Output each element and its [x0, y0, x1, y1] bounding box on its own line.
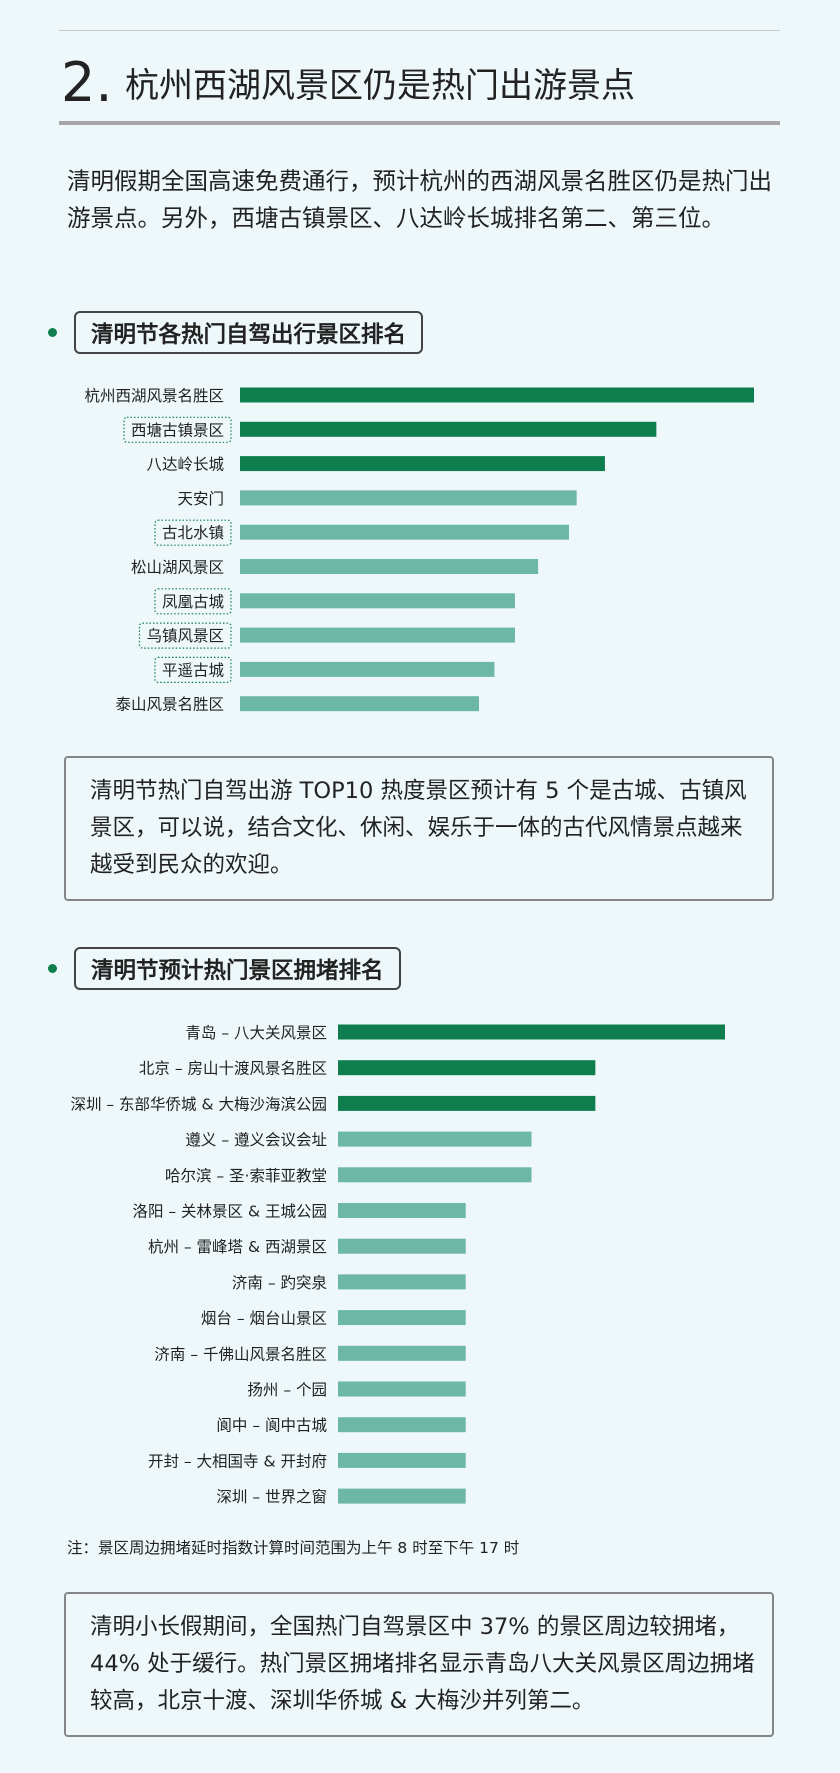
bar [338, 1131, 532, 1147]
label-highlight-box [154, 656, 232, 683]
bullet-dot [48, 328, 57, 337]
bar [240, 593, 515, 609]
bar [338, 1203, 466, 1218]
bar [240, 627, 515, 643]
bar [338, 1024, 725, 1040]
bar [240, 696, 480, 712]
bar [338, 1381, 466, 1397]
bar [338, 1488, 466, 1504]
section-title: 杭州西湖风景区仍是热门出游景点 [125, 66, 635, 106]
category-label: 古北水镇 [162, 524, 224, 542]
note1-box: 清明节热门自驾出游 TOP10 热度景区预计有 5 个是古城、古镇风景区，可以说… [64, 756, 774, 901]
bullet-dot [48, 964, 57, 973]
category-label: 泰山风景名胜区 [115, 696, 224, 714]
bar [240, 559, 539, 574]
bar [240, 661, 495, 677]
category-label: 洛阳 – 关林景区 & 王城公园 [132, 1203, 327, 1221]
label-highlight-box [138, 622, 232, 649]
category-label: 扬州 – 个园 [247, 1381, 327, 1399]
bar [338, 1310, 466, 1326]
bar [240, 490, 577, 506]
bar [338, 1238, 466, 1254]
category-label: 北京 – 房山十渡风景名胜区 [139, 1060, 327, 1078]
bar [338, 1452, 466, 1468]
chart2-container: 青岛 – 八大关风景区北京 – 房山十渡风景名胜区深圳 – 东部华侨城 & 大梅… [0, 1013, 840, 1513]
heading-underline [59, 121, 780, 125]
category-label: 天安门 [177, 490, 224, 508]
chart1-label: 清明节各热门自驾出行景区排名 [48, 311, 424, 354]
top-divider [59, 30, 780, 31]
category-label: 凤凰古城 [162, 593, 225, 611]
category-label: 哈尔滨 – 圣·索菲亚教堂 [165, 1167, 327, 1185]
category-label: 平遥古城 [162, 661, 225, 679]
chart2-title: 清明节预计热门景区拥堵排名 [74, 947, 401, 990]
category-label: 深圳 – 东部华侨城 & 大梅沙海滨公园 [70, 1095, 327, 1113]
bar [338, 1274, 466, 1290]
category-label: 乌镇风景区 [146, 627, 224, 645]
category-label: 杭州西湖风景名胜区 [84, 387, 224, 405]
category-label: 八达岭长城 [146, 456, 224, 474]
category-label: 开封 – 大相国寺 & 开封府 [148, 1452, 327, 1470]
bar [338, 1167, 532, 1183]
chart1-title: 清明节各热门自驾出行景区排名 [74, 311, 424, 354]
category-label: 深圳 – 世界之窗 [216, 1488, 327, 1506]
chart1-container: 杭州西湖风景名胜区西塘古镇景区八达岭长城天安门古北水镇松山湖风景区凤凰古城乌镇风… [0, 380, 840, 725]
section-number: 2. [61, 51, 113, 114]
chart2-label: 清明节预计热门景区拥堵排名 [48, 947, 401, 990]
bar [338, 1095, 596, 1111]
category-label: 杭州 – 雷峰塔 & 西湖景区 [148, 1238, 327, 1256]
category-label: 烟台 – 烟台山景区 [201, 1310, 327, 1328]
note2-text: 清明小长假期间，全国热门自驾景区中 37% 的景区周边较拥堵，44% 处于缓行。… [90, 1614, 755, 1714]
bar [240, 456, 605, 472]
section-heading: 2. 杭州西湖风景区仍是热门出游景点 [59, 48, 780, 126]
category-label: 西塘古镇景区 [131, 421, 224, 439]
category-label: 济南 – 趵突泉 [232, 1274, 327, 1292]
bar [338, 1060, 596, 1076]
category-label: 济南 – 千佛山风景名胜区 [154, 1345, 327, 1363]
intro-paragraph: 清明假期全国高速免费通行，预计杭州的西湖风景名胜区仍是热门出游景点。另外，西塘古… [67, 167, 772, 232]
note1-text: 清明节热门自驾出游 TOP10 热度景区预计有 5 个是古城、古镇风景区，可以说… [90, 778, 747, 878]
label-highlight-box [154, 588, 232, 615]
note2-box: 清明小长假期间，全国热门自驾景区中 37% 的景区周边较拥堵，44% 处于缓行。… [64, 1592, 774, 1737]
bar [240, 421, 657, 437]
bar [240, 387, 754, 403]
bar [240, 524, 569, 540]
footnote: 注：景区周边拥堵延时指数计算时间范围为上午 8 时至下午 17 时 [67, 1539, 520, 1557]
bar [338, 1417, 466, 1433]
category-label: 青岛 – 八大关风景区 [185, 1024, 327, 1042]
category-label: 松山湖风景区 [131, 559, 224, 577]
label-highlight-box [154, 519, 232, 546]
bar [338, 1345, 466, 1361]
category-label: 遵义 – 遵义会议会址 [185, 1131, 327, 1149]
label-highlight-box [123, 416, 232, 443]
chart1-svg: 杭州西湖风景名胜区西塘古镇景区八达岭长城天安门古北水镇松山湖风景区凤凰古城乌镇风… [84, 387, 754, 714]
category-label: 阆中 – 阆中古城 [216, 1417, 327, 1435]
